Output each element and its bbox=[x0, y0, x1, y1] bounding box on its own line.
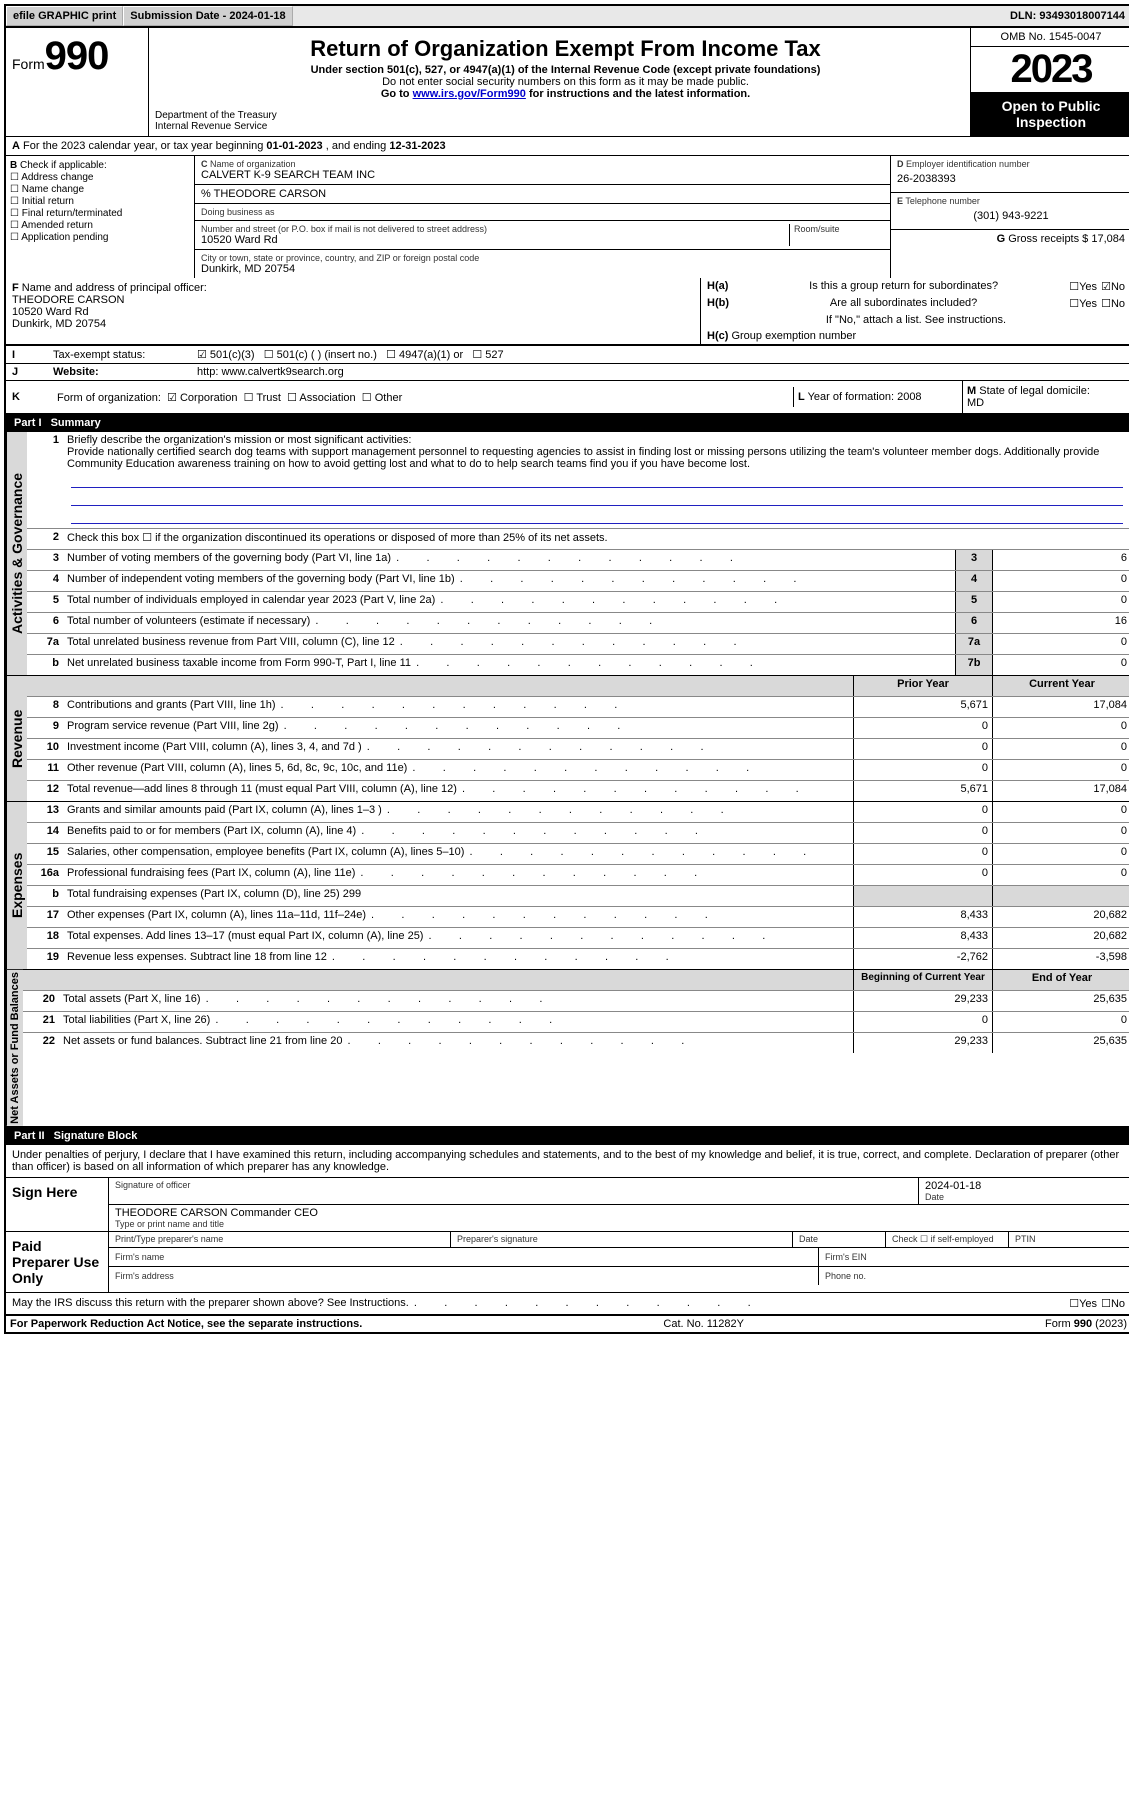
dln: DLN: 93493018007144 bbox=[1004, 7, 1129, 25]
chk-assoc[interactable]: ☐ Association bbox=[287, 392, 356, 404]
line-3: 3 Number of voting members of the govern… bbox=[27, 550, 1129, 571]
discuss-no[interactable]: ☐No bbox=[1101, 1297, 1125, 1310]
discuss-question: May the IRS discuss this return with the… bbox=[12, 1297, 1065, 1310]
efile-print-button[interactable]: efile GRAPHIC print bbox=[6, 6, 123, 26]
website: http: www.calvertk9search.org bbox=[193, 364, 1129, 380]
line-15: 15 Salaries, other compensation, employe… bbox=[27, 844, 1129, 865]
instructions-link[interactable]: www.irs.gov/Form990 bbox=[413, 88, 526, 100]
line-21: 21 Total liabilities (Part X, line 26) 0… bbox=[23, 1012, 1129, 1033]
section-B: B Check if applicable: ☐ Address change … bbox=[6, 156, 195, 278]
line-18: 18 Total expenses. Add lines 13–17 (must… bbox=[27, 928, 1129, 949]
section-M: M State of legal domicile:MD bbox=[962, 381, 1129, 413]
chk-initial[interactable]: ☐ Initial return bbox=[10, 196, 190, 207]
chk-501c3[interactable]: ☑ 501(c)(3) bbox=[197, 349, 255, 361]
vlabel-revenue: Revenue bbox=[6, 676, 27, 801]
section-J: J Website: http: www.calvertk9search.org bbox=[6, 363, 1129, 380]
section-K: Form of organization: ☑ Corporation ☐ Tr… bbox=[53, 389, 793, 406]
section-D: D Employer identification number 26-2038… bbox=[891, 156, 1129, 193]
org-address: 10520 Ward Rd bbox=[201, 234, 789, 246]
mission-text: Provide nationally certified search dog … bbox=[67, 446, 1127, 470]
section-H: H(a)Is this a group return for subordina… bbox=[700, 278, 1129, 344]
ein: 26-2038393 bbox=[897, 169, 1125, 189]
section-G: G Gross receipts $ 17,084 bbox=[891, 230, 1129, 248]
line-6: 6 Total number of volunteers (estimate i… bbox=[27, 613, 1129, 634]
line-5: 5 Total number of individuals employed i… bbox=[27, 592, 1129, 613]
section-L: L Year of formation: 2008 bbox=[793, 387, 962, 407]
form-title: Return of Organization Exempt From Incom… bbox=[161, 28, 970, 136]
vlabel-netassets: Net Assets or Fund Balances bbox=[6, 970, 23, 1126]
line-12: 12 Total revenue—add lines 8 through 11 … bbox=[27, 781, 1129, 801]
org-city: Dunkirk, MD 20754 bbox=[201, 263, 884, 275]
submission-date: Submission Date - 2024-01-18 bbox=[123, 6, 292, 26]
chk-pending[interactable]: ☐ Application pending bbox=[10, 232, 190, 243]
line-13: 13 Grants and similar amounts paid (Part… bbox=[27, 802, 1129, 823]
chk-name[interactable]: ☐ Name change bbox=[10, 184, 190, 195]
Ha-yes[interactable]: ☐Yes bbox=[1069, 280, 1097, 293]
line-16a: 16a Professional fundraising fees (Part … bbox=[27, 865, 1129, 886]
top-bar: efile GRAPHIC print Submission Date - 20… bbox=[4, 4, 1129, 28]
org-name: CALVERT K-9 SEARCH TEAM INC bbox=[201, 169, 884, 181]
chk-527[interactable]: ☐ 527 bbox=[472, 349, 503, 361]
sign-here-label: Sign Here bbox=[6, 1178, 109, 1231]
chk-trust[interactable]: ☐ Trust bbox=[244, 392, 281, 404]
chk-amended[interactable]: ☐ Amended return bbox=[10, 220, 190, 231]
form-id: Form990 bbox=[6, 28, 149, 136]
paid-preparer-label: Paid Preparer Use Only bbox=[6, 1232, 109, 1292]
line-b: bTotal fundraising expenses (Part IX, co… bbox=[27, 886, 1129, 907]
officer-name: THEODORE CARSON Commander CEO bbox=[115, 1207, 1125, 1219]
declaration: Under penalties of perjury, I declare th… bbox=[6, 1145, 1129, 1178]
care-of: % THEODORE CARSON bbox=[195, 185, 890, 204]
line-11: 11 Other revenue (Part VIII, column (A),… bbox=[27, 760, 1129, 781]
footer: For Paperwork Reduction Act Notice, see … bbox=[6, 1316, 1129, 1332]
line-9: 9 Program service revenue (Part VIII, li… bbox=[27, 718, 1129, 739]
line-10: 10 Investment income (Part VIII, column … bbox=[27, 739, 1129, 760]
Ha-no[interactable]: ☑No bbox=[1101, 280, 1125, 293]
vlabel-governance: Activities & Governance bbox=[6, 432, 27, 675]
line-A: A For the 2023 calendar year, or tax yea… bbox=[6, 137, 1129, 156]
year-box: OMB No. 1545-0047 2023 Open to Public In… bbox=[970, 28, 1129, 136]
part-I-header: Part I Summary bbox=[6, 414, 1129, 432]
section-I: I Tax-exempt status: ☑ 501(c)(3) ☐ 501(c… bbox=[6, 345, 1129, 363]
chk-4947[interactable]: ☐ 4947(a)(1) or bbox=[386, 349, 463, 361]
Hb-no[interactable]: ☐No bbox=[1101, 297, 1125, 310]
chk-address[interactable]: ☐ Address change bbox=[10, 172, 190, 183]
chk-501c[interactable]: ☐ 501(c) ( ) (insert no.) bbox=[264, 349, 377, 361]
line-b: b Net unrelated business taxable income … bbox=[27, 655, 1129, 675]
line-22: 22 Net assets or fund balances. Subtract… bbox=[23, 1033, 1129, 1053]
discuss-yes[interactable]: ☐Yes bbox=[1069, 1297, 1097, 1310]
line-7a: 7a Total unrelated business revenue from… bbox=[27, 634, 1129, 655]
vlabel-expenses: Expenses bbox=[6, 802, 27, 969]
chk-corp[interactable]: ☑ Corporation bbox=[167, 392, 237, 404]
chk-other[interactable]: ☐ Other bbox=[362, 392, 402, 404]
section-E: E Telephone number (301) 943-9221 bbox=[891, 193, 1129, 230]
line-14: 14 Benefits paid to or for members (Part… bbox=[27, 823, 1129, 844]
section-F: F Name and address of principal officer:… bbox=[6, 278, 700, 344]
phone: (301) 943-9221 bbox=[897, 206, 1125, 226]
Hb-yes[interactable]: ☐Yes bbox=[1069, 297, 1097, 310]
form-container: Form990 Department of the Treasury Inter… bbox=[4, 28, 1129, 1334]
section-C: C Name of organization CALVERT K-9 SEARC… bbox=[195, 156, 890, 278]
line-8: 8 Contributions and grants (Part VIII, l… bbox=[27, 697, 1129, 718]
line-17: 17 Other expenses (Part IX, column (A), … bbox=[27, 907, 1129, 928]
line-19: 19 Revenue less expenses. Subtract line … bbox=[27, 949, 1129, 969]
line-20: 20 Total assets (Part X, line 16) 29,233… bbox=[23, 991, 1129, 1012]
line-4: 4 Number of independent voting members o… bbox=[27, 571, 1129, 592]
part-II-header: Part II Signature Block bbox=[6, 1127, 1129, 1145]
chk-final[interactable]: ☐ Final return/terminated bbox=[10, 208, 190, 219]
